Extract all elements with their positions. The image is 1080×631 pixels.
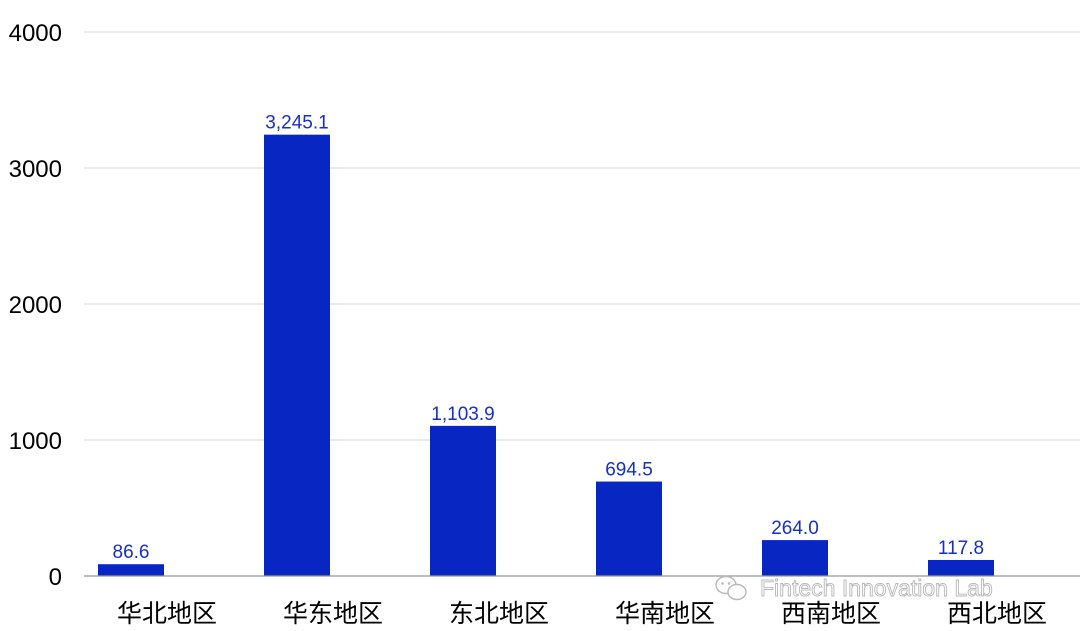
bar	[928, 559, 994, 576]
data-label: 3,245.1	[265, 113, 328, 134]
bar	[596, 481, 662, 576]
watermark-text: Fintech Innovation Lab	[760, 575, 993, 601]
data-label: 264.0	[771, 518, 819, 539]
y-tick-label: 4000	[9, 20, 62, 47]
x-category-label: 华南地区	[615, 599, 715, 628]
y-axis-ticks: 0 1000 2000 3000 4000	[9, 20, 62, 591]
bar	[762, 540, 828, 576]
x-category-label: 华北地区	[117, 599, 217, 628]
y-tick-label: 1000	[9, 428, 62, 455]
y-tick-label: 2000	[9, 292, 62, 319]
bar	[264, 134, 330, 577]
data-label: 86.6	[113, 542, 150, 563]
bar	[98, 564, 164, 576]
bars	[98, 134, 994, 577]
watermark: Fintech Innovation Lab	[715, 575, 993, 601]
x-category-label: 华东地区	[283, 599, 383, 628]
data-label: 694.5	[605, 460, 653, 481]
x-category-label: 西南地区	[781, 599, 881, 628]
data-label: 117.8	[938, 538, 984, 559]
y-tick-label: 0	[49, 564, 62, 591]
data-labels: 86.6 3,245.1 1,103.9 694.5 264.0 117.8	[113, 113, 985, 564]
x-axis-categories: 华北地区 华东地区 东北地区 华南地区 西南地区 西北地区	[117, 599, 1047, 628]
y-tick-label: 3000	[9, 156, 62, 183]
wechat-icon	[715, 575, 747, 601]
x-category-label: 东北地区	[449, 599, 549, 628]
bar	[430, 425, 496, 576]
gridlines	[84, 31, 1080, 441]
data-label: 1,103.9	[431, 404, 494, 425]
x-category-label: 西北地区	[947, 599, 1047, 628]
